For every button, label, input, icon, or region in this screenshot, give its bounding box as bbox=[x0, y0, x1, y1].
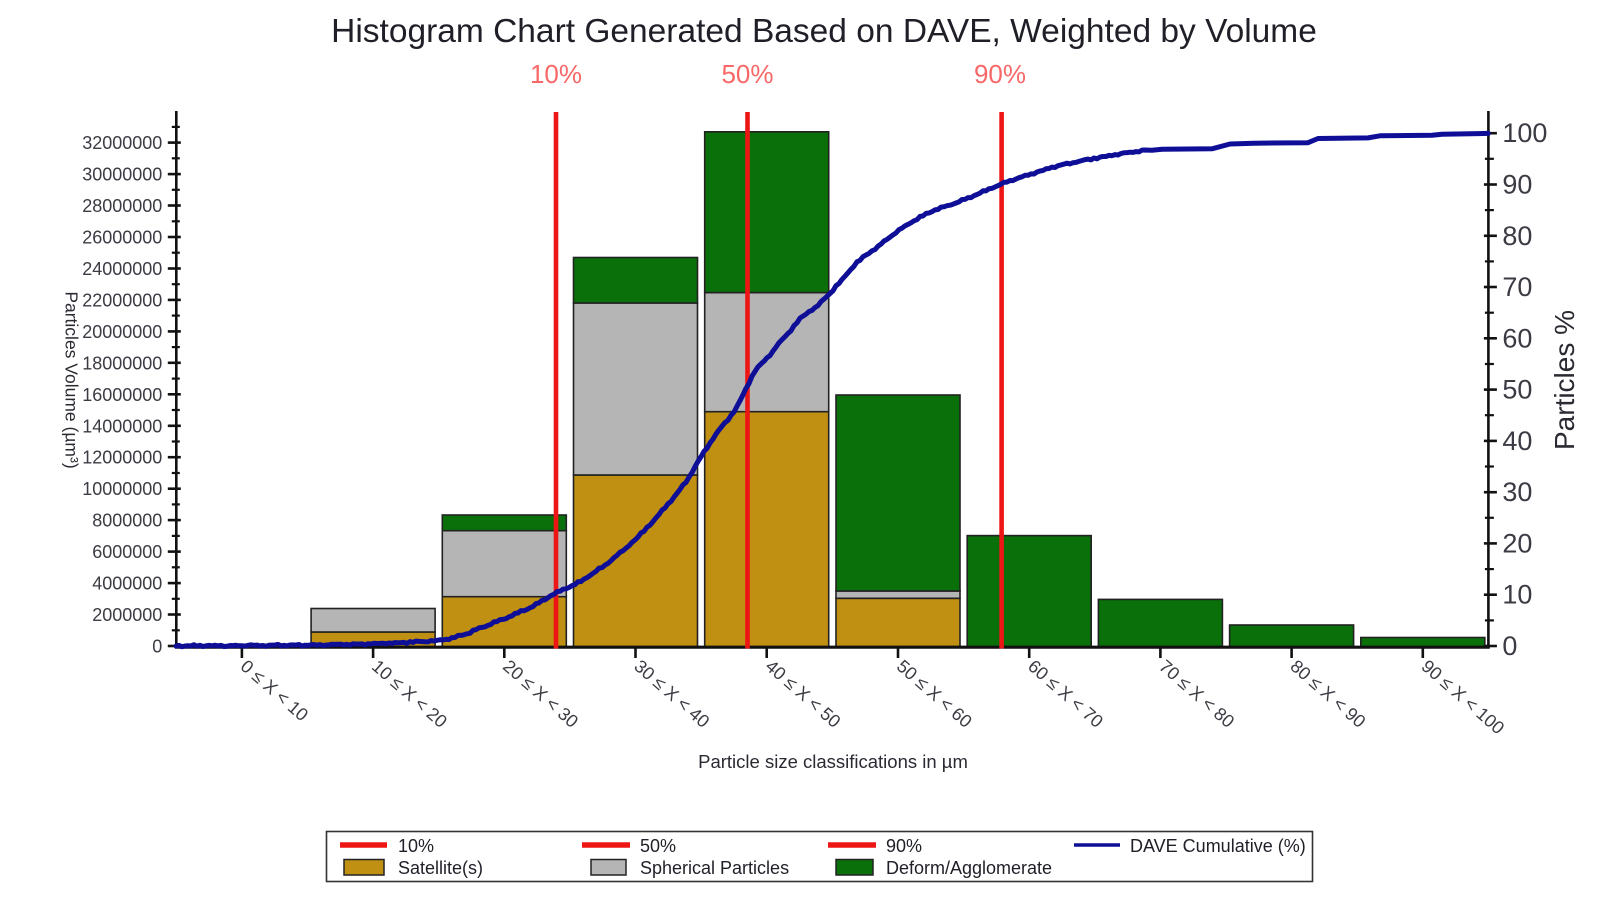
svg-text:10%: 10% bbox=[530, 59, 582, 89]
svg-text:10: 10 bbox=[1502, 580, 1532, 610]
svg-text:Particles %: Particles % bbox=[1549, 310, 1580, 450]
svg-text:20000000: 20000000 bbox=[82, 322, 162, 342]
svg-text:10000000: 10000000 bbox=[82, 479, 162, 499]
svg-text:10%: 10% bbox=[398, 836, 434, 856]
svg-text:18000000: 18000000 bbox=[82, 353, 162, 373]
svg-text:90: 90 bbox=[1502, 170, 1532, 200]
svg-text:30: 30 bbox=[1502, 477, 1532, 507]
svg-text:26000000: 26000000 bbox=[82, 228, 162, 248]
svg-text:28000000: 28000000 bbox=[82, 196, 162, 216]
svg-text:90%: 90% bbox=[886, 836, 922, 856]
svg-text:6000000: 6000000 bbox=[92, 542, 162, 562]
svg-text:Particle size classifications: Particle size classifications in µm bbox=[698, 751, 968, 772]
svg-text:90%: 90% bbox=[974, 59, 1026, 89]
svg-text:100: 100 bbox=[1502, 118, 1547, 148]
svg-text:Satellite(s): Satellite(s) bbox=[398, 858, 483, 878]
svg-text:24000000: 24000000 bbox=[82, 259, 162, 279]
svg-text:8000000: 8000000 bbox=[92, 511, 162, 531]
svg-text:80: 80 bbox=[1502, 221, 1532, 251]
svg-text:2000000: 2000000 bbox=[92, 605, 162, 625]
svg-text:Histogram Chart Generated Base: Histogram Chart Generated Based on DAVE,… bbox=[331, 13, 1317, 50]
svg-text:14000000: 14000000 bbox=[82, 416, 162, 436]
svg-text:50%: 50% bbox=[640, 836, 676, 856]
svg-text:32000000: 32000000 bbox=[82, 133, 162, 153]
svg-text:16000000: 16000000 bbox=[82, 385, 162, 405]
svg-text:50%: 50% bbox=[721, 59, 773, 89]
svg-text:22000000: 22000000 bbox=[82, 290, 162, 310]
svg-text:70: 70 bbox=[1502, 272, 1532, 302]
svg-text:12000000: 12000000 bbox=[82, 448, 162, 468]
svg-text:Spherical Particles: Spherical Particles bbox=[640, 858, 789, 878]
svg-text:50: 50 bbox=[1502, 375, 1532, 405]
svg-text:30000000: 30000000 bbox=[82, 165, 162, 185]
svg-text:60: 60 bbox=[1502, 323, 1532, 353]
svg-text:Particles Volume (µm³): Particles Volume (µm³) bbox=[62, 291, 82, 468]
svg-text:DAVE Cumulative (%): DAVE Cumulative (%) bbox=[1130, 836, 1306, 856]
svg-text:0: 0 bbox=[1502, 631, 1517, 661]
svg-text:20: 20 bbox=[1502, 528, 1532, 558]
svg-text:0: 0 bbox=[152, 637, 162, 657]
svg-text:40: 40 bbox=[1502, 426, 1532, 456]
svg-text:4000000: 4000000 bbox=[92, 574, 162, 594]
svg-text:Deform/Agglomerate: Deform/Agglomerate bbox=[886, 858, 1052, 878]
